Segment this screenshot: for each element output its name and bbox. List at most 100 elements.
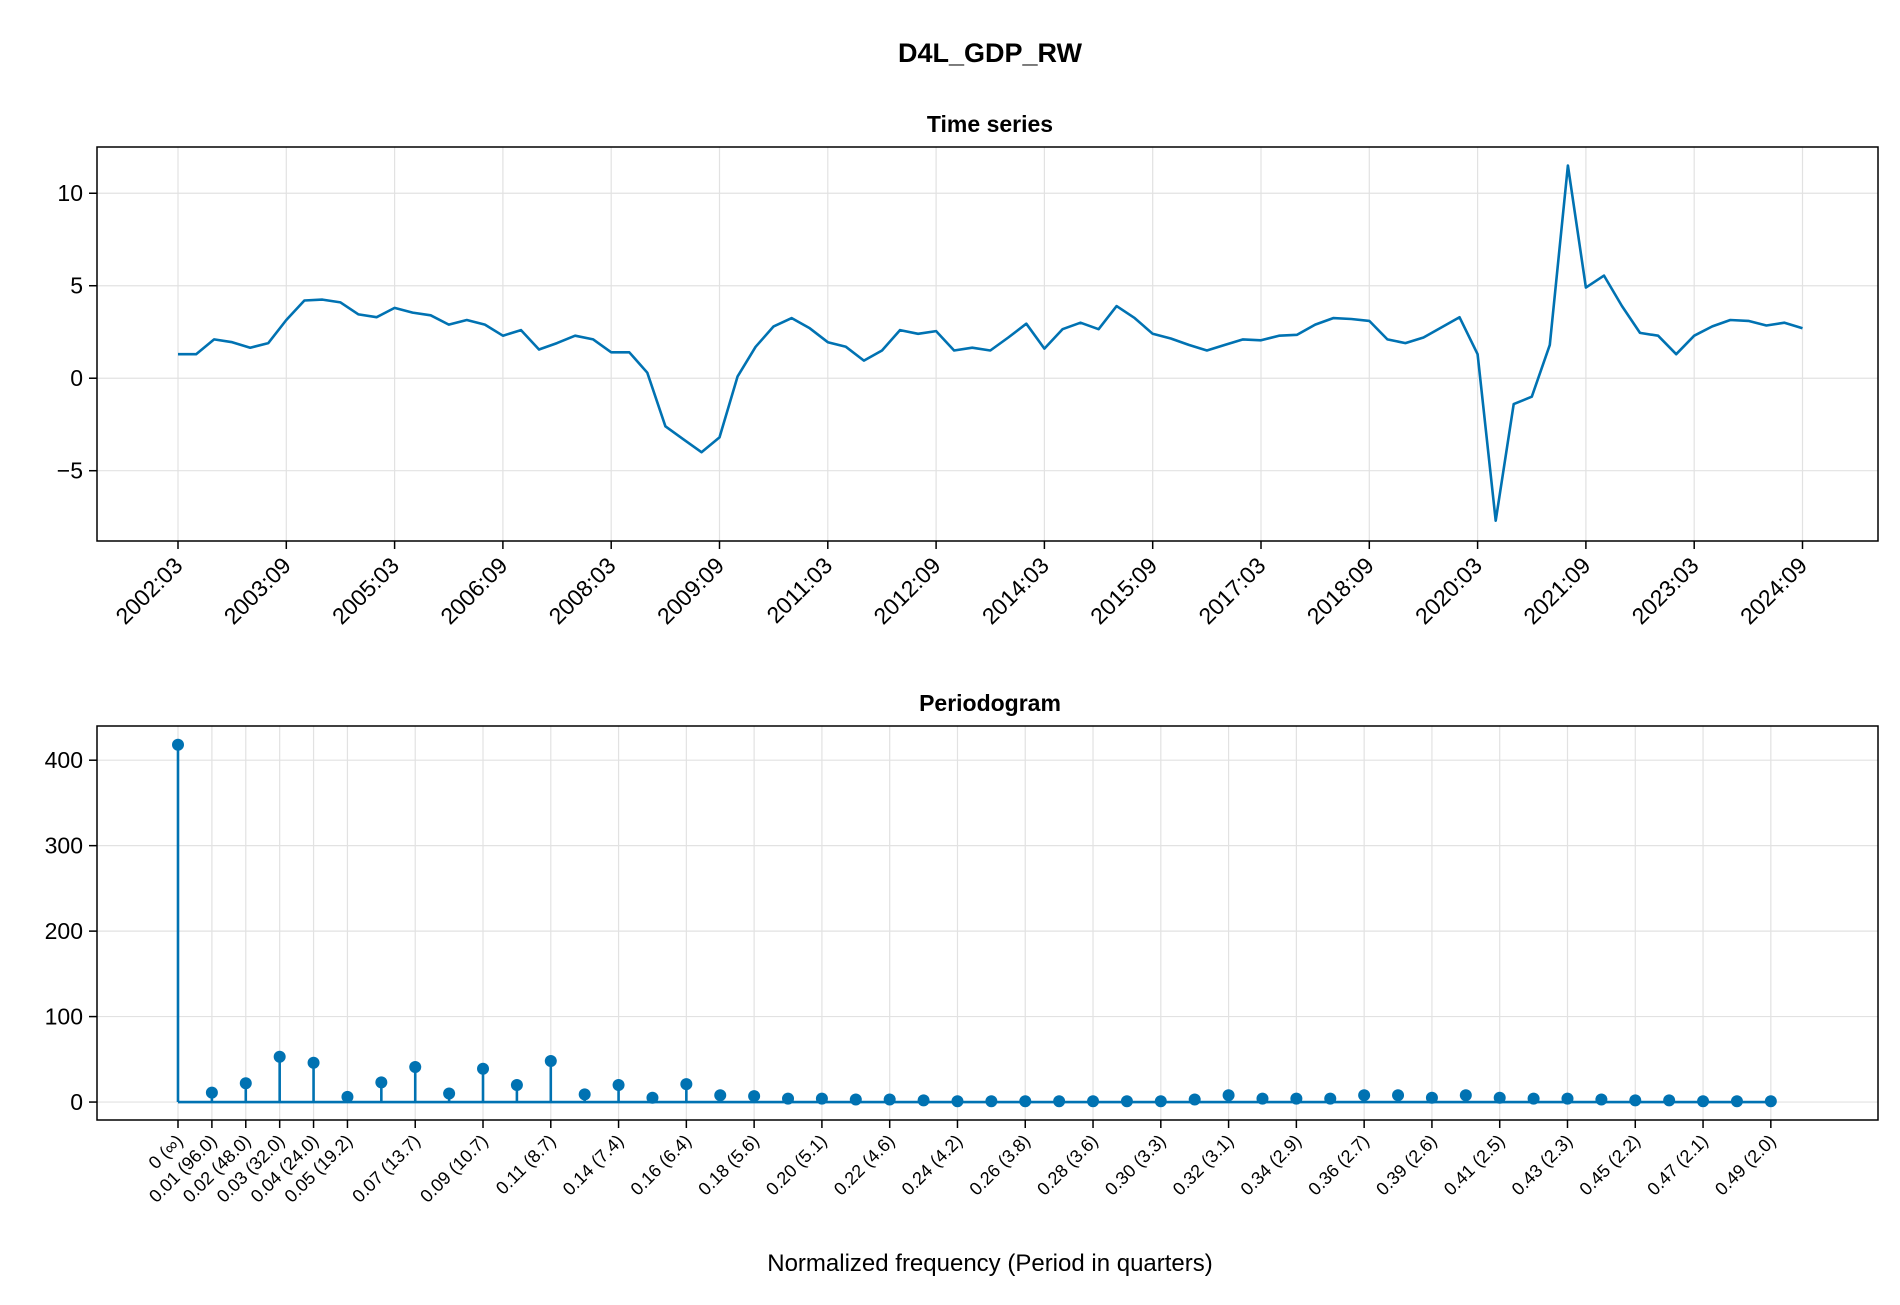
periodogram-x-tick-label: 0.30 (3.3) (1101, 1131, 1170, 1200)
periodogram-point (714, 1089, 727, 1102)
time-series-x-tick-label: 2011:03 (761, 552, 837, 628)
time-series-series (178, 164, 1803, 523)
periodogram-point (883, 1093, 896, 1106)
periodogram-title: Periodogram (919, 690, 1061, 716)
periodogram-point (917, 1094, 930, 1107)
time-series-line (178, 164, 1803, 523)
time-series-y-tick-label: 0 (70, 365, 83, 391)
time-series-x-tick-label: 2002:03 (110, 552, 187, 629)
periodogram-point (951, 1095, 964, 1108)
periodogram-x-tick-label: 0.18 (5.6) (694, 1131, 763, 1200)
periodogram-point (1764, 1095, 1777, 1108)
periodogram-point (239, 1077, 252, 1090)
periodogram-point (578, 1088, 591, 1101)
time-series-grid (97, 147, 1878, 541)
periodogram-series (172, 738, 1777, 1108)
periodogram-point (1188, 1093, 1201, 1106)
periodogram-point (1222, 1089, 1235, 1102)
periodogram-point (1256, 1092, 1269, 1105)
periodogram-point (1527, 1092, 1540, 1105)
time-series-x-tick-label: 2009:09 (652, 552, 729, 629)
periodogram-x-tick-label: 0.11 (8.7) (492, 1131, 560, 1199)
periodogram-y-tick-label: 300 (45, 833, 83, 859)
periodogram-point (1493, 1091, 1506, 1104)
time-series-title: Time series (927, 111, 1053, 137)
periodogram-x-tick-label: 0.16 (6.4) (627, 1131, 696, 1200)
periodogram-point (1459, 1089, 1472, 1102)
periodogram-x-tick-label: 0.36 (2.7) (1304, 1131, 1373, 1200)
periodogram-point (1019, 1095, 1032, 1108)
periodogram-point (341, 1090, 354, 1103)
periodogram-point (985, 1095, 998, 1108)
periodogram-x-tick-label: 0.24 (4.2) (898, 1131, 967, 1200)
periodogram-x-tick-label: 0.32 (3.1) (1169, 1131, 1238, 1200)
periodogram-point (849, 1093, 862, 1106)
time-series-x-tick-label: 2023:03 (1627, 552, 1704, 629)
time-series-x-tick-label: 2017:03 (1193, 552, 1270, 629)
time-series-y-tick-label: 10 (57, 180, 83, 206)
periodogram-x-tick-label: 0.14 (7.4) (559, 1131, 628, 1200)
periodogram-y-axis: 0 100 200 300 400 (45, 747, 97, 1115)
periodogram-x-tick-label: 0.28 (3.6) (1033, 1131, 1102, 1200)
periodogram-point (510, 1078, 523, 1091)
periodogram-point (1324, 1092, 1337, 1105)
periodogram-point (409, 1061, 422, 1074)
periodogram-point (680, 1078, 693, 1091)
periodogram-x-tick-label: 0.41 (2.5) (1440, 1131, 1509, 1200)
periodogram-point (1087, 1095, 1100, 1108)
periodogram-grid (97, 726, 1878, 1120)
periodogram-x-tick-label: 0.09 (10.7) (416, 1131, 492, 1207)
time-series-x-tick-label: 2018:09 (1302, 552, 1379, 629)
periodogram-x-tick-label: 0.49 (2.0) (1711, 1131, 1780, 1200)
periodogram-point (205, 1086, 218, 1099)
periodogram-point (1561, 1092, 1574, 1105)
time-series-x-tick-label: 2024:09 (1735, 552, 1812, 629)
periodogram-point (1595, 1093, 1608, 1106)
time-series-x-tick-label: 2003:09 (219, 552, 296, 629)
periodogram-frame (96, 725, 1879, 1121)
time-series-x-tick-label: 2015:09 (1085, 552, 1162, 629)
periodogram-x-tick-label: 0.47 (2.1) (1643, 1131, 1712, 1200)
periodogram-x-axis-label: Normalized frequency (Period in quarters… (767, 1250, 1213, 1277)
time-series-x-tick-label: 2008:03 (544, 552, 621, 629)
time-series-frame (96, 146, 1879, 542)
periodogram-y-tick-label: 100 (45, 1004, 83, 1030)
periodogram-point (1120, 1095, 1133, 1108)
periodogram-point (748, 1090, 761, 1103)
periodogram-x-tick-label: 0.34 (2.9) (1237, 1131, 1306, 1200)
periodogram-point (443, 1087, 456, 1100)
time-series-panel: Time series −5 0 5 10 2002:03 2003:09 2005:03… (57, 111, 1879, 629)
periodogram-point (1358, 1089, 1371, 1102)
time-series-x-tick-label: 2005:03 (327, 552, 404, 629)
periodogram-x-tick-label: 0.43 (2.3) (1508, 1131, 1577, 1200)
time-series-x-tick-label: 2021:09 (1518, 552, 1595, 629)
periodogram-point (477, 1062, 490, 1075)
time-series-x-tick-label: 2012:09 (868, 552, 945, 629)
periodogram-point (172, 738, 184, 751)
figure-title: D4L_GDP_RW (898, 38, 1083, 68)
periodogram-point (1154, 1095, 1167, 1108)
periodogram-y-tick-label: 400 (45, 747, 83, 773)
time-series-x-tick-label: 2014:03 (977, 552, 1054, 629)
periodogram-y-tick-label: 200 (45, 918, 83, 944)
periodogram-x-tick-label: 0.07 (13.7) (348, 1131, 424, 1207)
periodogram-x-tick-label: 0.26 (3.8) (965, 1131, 1034, 1200)
periodogram-point (1629, 1094, 1642, 1107)
periodogram-point (1053, 1095, 1066, 1108)
periodogram-point (815, 1092, 828, 1105)
periodogram-point (782, 1092, 795, 1105)
periodogram-x-tick-label: 0.45 (2.2) (1575, 1131, 1644, 1200)
time-series-y-tick-label: −5 (57, 458, 83, 484)
periodogram-point (1663, 1094, 1676, 1107)
periodogram-point (1392, 1089, 1405, 1102)
time-series-y-tick-label: 5 (70, 273, 83, 299)
periodogram-x-tick-label: 0.39 (2.6) (1372, 1131, 1441, 1200)
periodogram-point (1290, 1092, 1303, 1105)
time-series-x-axis: 2002:03 2003:09 2005:03 2006:09 2008:03 2009:… (110, 541, 1812, 629)
periodogram-x-tick-label: 0.22 (4.6) (830, 1131, 899, 1200)
time-series-x-tick-label: 2020:03 (1410, 552, 1487, 629)
periodogram-point (1697, 1095, 1710, 1108)
periodogram-point (375, 1076, 388, 1089)
